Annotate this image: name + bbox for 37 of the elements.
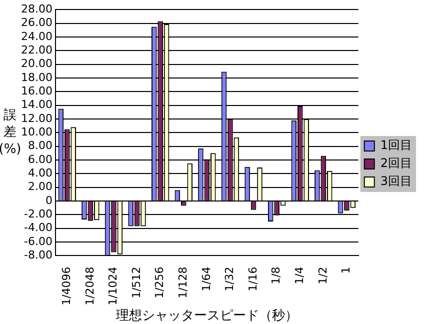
y-tick-label: 6.00 <box>28 152 52 166</box>
y-tick-label: 22.00 <box>20 43 52 56</box>
y-tick-label: 24.00 <box>20 30 52 43</box>
x-tick-label: 1/4 <box>292 266 306 284</box>
y-tick-label: 2.00 <box>28 180 52 194</box>
y-tick-label: -2.00 <box>24 208 52 221</box>
x-tick-label: 1/512 <box>130 266 143 298</box>
x-tick-label: 1 <box>340 266 353 274</box>
legend-label: 2回目 <box>380 156 412 170</box>
x-tick-label: 1/2 <box>316 266 330 284</box>
x-tick-label: 1/2048 <box>83 266 96 306</box>
y-tick-label: 14.00 <box>20 98 52 112</box>
y-tick-label: -6.00 <box>24 234 52 248</box>
x-tick-label: 1/16 <box>246 266 260 292</box>
x-axis-title: 理想シャッタースピード（秒） <box>116 308 298 324</box>
x-tick-label: 1/1024 <box>106 266 120 306</box>
y-tick-label: -4.00 <box>24 221 52 234</box>
x-tick-label: 1/4096 <box>60 266 73 306</box>
x-tick-label: 1/8 <box>270 266 283 284</box>
y-tick-label: 26.00 <box>20 16 52 30</box>
x-tick-label: 1/64 <box>200 266 213 292</box>
x-tick-label: 1/128 <box>176 266 190 298</box>
y-tick-label: 16.00 <box>20 84 52 98</box>
x-tick-label: 1/256 <box>153 266 166 298</box>
x-tick-label: 1/32 <box>223 266 236 292</box>
y-tick-label: 4.00 <box>28 166 52 180</box>
y-tick-label: 28.00 <box>20 2 52 16</box>
legend-label: 1回目 <box>380 138 412 152</box>
y-tick-label: 18.00 <box>20 70 52 84</box>
y-tick-label: 12.00 <box>20 112 52 125</box>
y-tick-label: 8.00 <box>28 139 52 152</box>
y-axis-title: 誤差(%) <box>0 108 22 158</box>
y-tick-label: 10.00 <box>20 126 52 139</box>
y-tick-label: 20.00 <box>20 57 52 70</box>
legend-label: 3回目 <box>380 174 412 188</box>
y-tick-label: -8.00 <box>24 248 52 262</box>
y-tick-label: 0 <box>45 194 52 207</box>
